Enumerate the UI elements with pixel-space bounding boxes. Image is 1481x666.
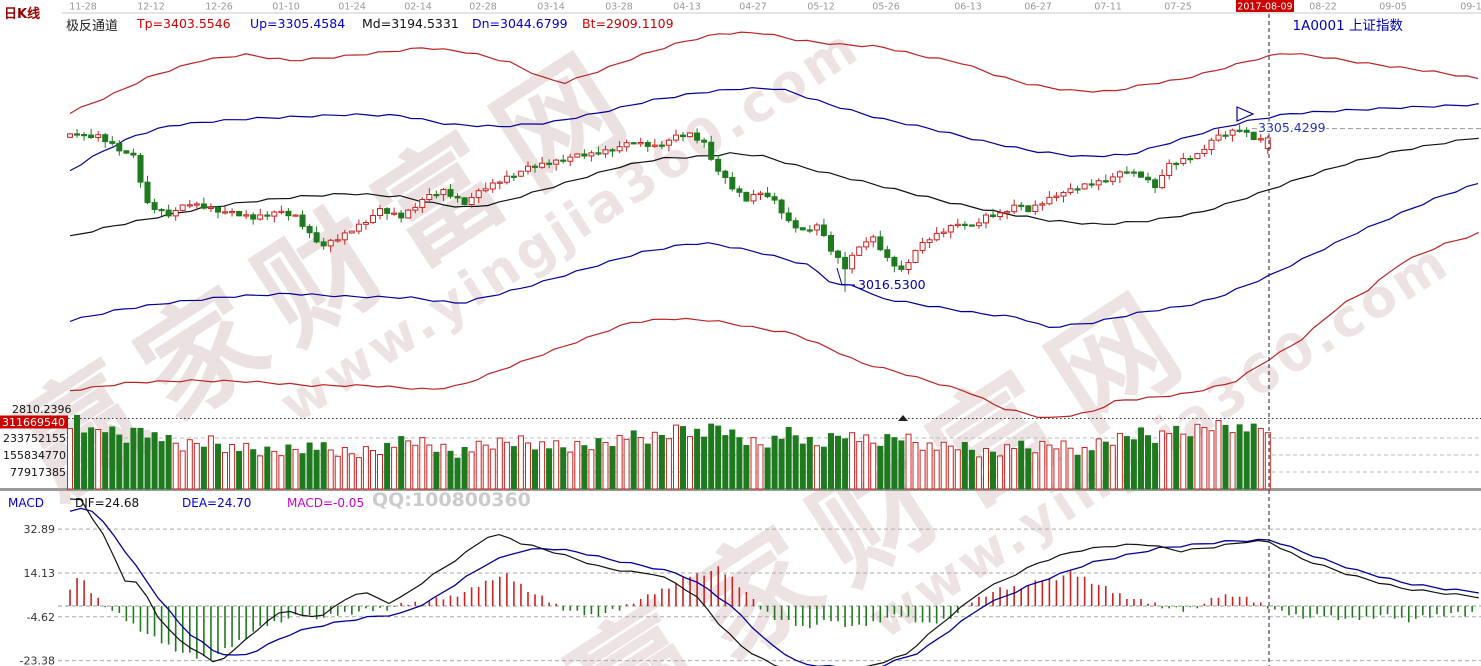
volume-bars-layer: [67, 414, 1271, 490]
date-tick[interactable]: 12-12: [137, 2, 165, 13]
date-tick[interactable]: 06-27: [1024, 2, 1052, 13]
macd-indicator-label[interactable]: MACD: [8, 496, 44, 510]
indicator-md-value: Md=3194.5331: [362, 16, 459, 31]
macd-tick-label: 32.89: [24, 523, 56, 536]
crosshair-layer: 3305.4299 3016.5300: [836, 14, 1481, 666]
date-tick[interactable]: 07-25: [1164, 2, 1192, 13]
volume-highlight-bg: [0, 415, 68, 429]
date-tick[interactable]: 03-14: [537, 2, 565, 13]
band-md: [69, 137, 1479, 237]
date-axis: 11-28 12-12 12-26 01-10 01-24 02-14 02-28 03-14…: [62, 0, 1481, 14]
date-tick[interactable]: 03-28: [605, 2, 633, 13]
date-tick[interactable]: 01-10: [272, 2, 300, 13]
crosshair-price-label: 3305.4299: [1258, 120, 1326, 135]
channel-bands-layer: [69, 31, 1479, 418]
band-up: [69, 87, 1479, 172]
macd-layer: 32.89 14.13 -4.62 -23.38: [20, 498, 1479, 666]
cursor-date-label: 2017-08-09: [1237, 2, 1292, 13]
swing-low-label: 3016.5300: [858, 277, 926, 292]
macd-dif-value: DIF=24.68: [75, 496, 140, 510]
indicator-tp-value: Tp=3403.5546: [137, 16, 231, 31]
date-tick[interactable]: 07-11: [1094, 2, 1122, 13]
indicator-dn-value: Dn=3044.6799: [472, 16, 568, 31]
cursor-date-highlight: [1236, 0, 1294, 12]
volume-marker-triangle: [898, 415, 908, 421]
date-tick[interactable]: 01-24: [338, 2, 366, 13]
candles-layer: [67, 124, 1271, 292]
date-tick[interactable]: 02-14: [404, 2, 432, 13]
date-tick[interactable]: 12-26: [205, 2, 233, 13]
macd-tick-label: -23.38: [20, 655, 55, 666]
macd-hist-value: MACD=-0.05: [287, 496, 365, 510]
volume-tick-label: 155834770: [3, 449, 66, 462]
indicator-name[interactable]: 极反通道: [66, 19, 119, 34]
volume-tick-label: 77917385: [10, 466, 66, 479]
macd-tick-label: -4.62: [27, 611, 55, 624]
indicator-bt-value: Bt=2909.1109: [582, 16, 674, 31]
macd-dea-value: DEA=24.70: [182, 496, 252, 510]
macd-dea-line: [69, 507, 1479, 666]
band-bt: [69, 231, 1479, 418]
signal-flag-icon: [1236, 106, 1255, 122]
date-tick[interactable]: 09-05: [1379, 2, 1407, 13]
macd-tick-label: 14.13: [24, 567, 56, 580]
band-tp: [69, 31, 1479, 115]
price-min-label: 2810.2396: [12, 403, 72, 416]
indicator-up-value: Up=3305.4584: [250, 16, 346, 31]
date-tick[interactable]: 06-13: [954, 2, 982, 13]
date-tick[interactable]: 05-12: [807, 2, 835, 13]
macd-dif-line: [69, 498, 1479, 666]
watermark-qq: QQ:100800360: [372, 489, 531, 511]
volume-tick-label: 233752155: [3, 432, 66, 445]
date-tick[interactable]: 09-19: [1460, 2, 1481, 13]
date-tick[interactable]: 08-22: [1309, 2, 1337, 13]
band-dn: [69, 183, 1479, 329]
date-tick[interactable]: 11-28: [69, 2, 97, 13]
swing-low-pointer: [836, 267, 855, 286]
date-tick[interactable]: 04-13: [673, 2, 701, 13]
watermark-layer: 赢家财富网www.yingjia360.com赢家财富网www.yingjia3…: [0, 16, 1461, 666]
date-tick[interactable]: 04-27: [739, 2, 767, 13]
kline-type-label: 日K线: [4, 7, 41, 22]
volume-highlight-label: 311669540: [2, 416, 65, 429]
date-tick[interactable]: 02-28: [469, 2, 497, 13]
date-tick[interactable]: 05-26: [872, 2, 900, 13]
symbol-title[interactable]: 1A0001 上证指数: [1292, 18, 1403, 34]
